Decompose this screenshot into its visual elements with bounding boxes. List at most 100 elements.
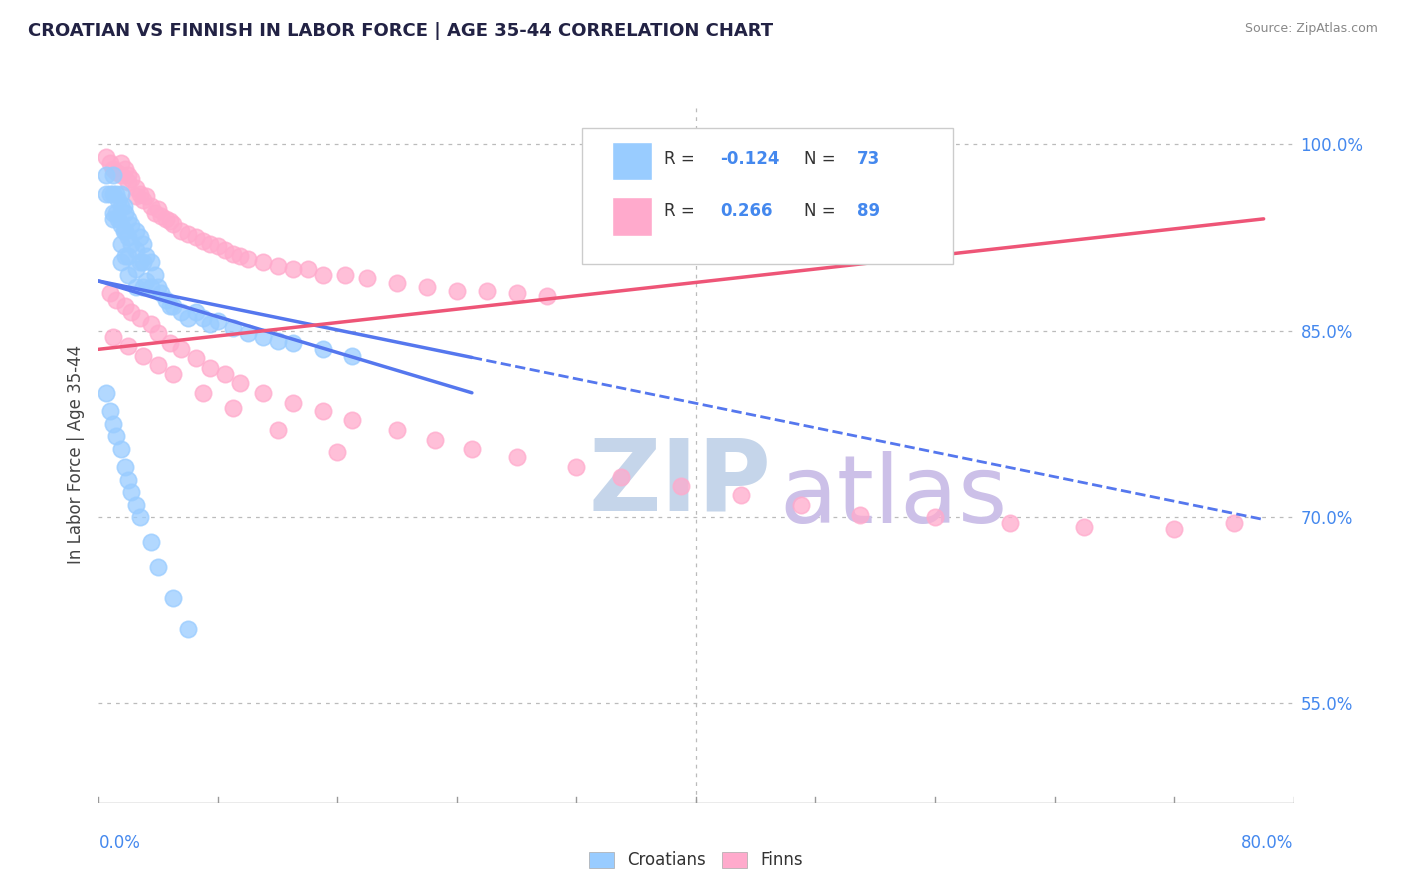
Point	[103, 330, 125, 344]
Point	[191, 385, 214, 400]
Point	[150, 286, 173, 301]
Point	[114, 299, 136, 313]
Text: 0.0%: 0.0%	[98, 834, 141, 852]
Point	[105, 293, 128, 307]
Point	[207, 239, 229, 253]
Text: N =: N =	[804, 202, 835, 220]
Point	[94, 150, 117, 164]
Point	[125, 189, 148, 203]
Point	[669, 479, 692, 493]
Y-axis label: In Labor Force | Age 35-44: In Labor Force | Age 35-44	[66, 345, 84, 565]
Point	[169, 343, 191, 357]
Point	[148, 326, 170, 341]
Text: N =: N =	[804, 150, 835, 169]
Point	[117, 473, 139, 487]
Point	[267, 423, 290, 437]
Point	[356, 271, 378, 285]
Point	[143, 205, 166, 219]
Text: R =: R =	[664, 202, 695, 220]
Point	[565, 460, 588, 475]
Point	[120, 236, 142, 251]
Text: 0.266: 0.266	[720, 202, 772, 220]
Point	[94, 169, 117, 183]
Point	[139, 318, 162, 332]
Point	[105, 205, 128, 219]
Point	[849, 508, 872, 522]
Point	[114, 460, 136, 475]
Point	[114, 162, 136, 177]
Point	[342, 413, 364, 427]
Point	[207, 314, 229, 328]
Point	[100, 156, 122, 170]
Point	[105, 187, 128, 202]
Point	[162, 367, 184, 381]
Point	[184, 230, 207, 244]
Point	[155, 293, 177, 307]
Point	[120, 305, 142, 319]
FancyBboxPatch shape	[613, 142, 652, 180]
FancyBboxPatch shape	[582, 128, 953, 264]
Point	[132, 236, 155, 251]
Point	[475, 284, 498, 298]
Point	[94, 187, 117, 202]
Point	[139, 534, 162, 549]
Point	[125, 181, 148, 195]
Point	[129, 311, 152, 326]
Point	[110, 442, 132, 456]
Point	[311, 404, 333, 418]
Point	[117, 249, 139, 263]
Point	[132, 280, 155, 294]
Point	[191, 311, 214, 326]
Point	[177, 622, 200, 636]
Point	[252, 385, 274, 400]
Text: CROATIAN VS FINNISH IN LABOR FORCE | AGE 35-44 CORRELATION CHART: CROATIAN VS FINNISH IN LABOR FORCE | AGE…	[28, 22, 773, 40]
Point	[120, 218, 142, 232]
Point	[110, 187, 132, 202]
Point	[112, 224, 135, 238]
Point	[200, 361, 222, 376]
Point	[998, 516, 1021, 531]
Text: ZIP: ZIP	[588, 434, 772, 532]
Point	[610, 470, 633, 484]
Point	[107, 211, 129, 226]
Point	[385, 277, 409, 291]
Text: R =: R =	[664, 150, 695, 169]
Point	[159, 336, 181, 351]
Point	[105, 429, 128, 443]
Point	[120, 485, 142, 500]
Point	[114, 224, 136, 238]
Point	[125, 224, 148, 238]
Point	[326, 445, 349, 459]
Point	[125, 261, 148, 276]
Point	[214, 367, 236, 381]
Point	[506, 286, 529, 301]
Point	[100, 404, 122, 418]
Point	[148, 559, 170, 574]
Point	[117, 169, 139, 183]
Text: -0.124: -0.124	[720, 150, 779, 169]
Point	[139, 199, 162, 213]
Point	[148, 280, 170, 294]
Point	[162, 217, 184, 231]
Point	[169, 305, 191, 319]
Point	[184, 351, 207, 365]
Text: Source: ZipAtlas.com: Source: ZipAtlas.com	[1244, 22, 1378, 36]
Text: 80.0%: 80.0%	[1241, 834, 1294, 852]
Point	[117, 268, 139, 282]
Point	[342, 349, 364, 363]
Point	[252, 330, 274, 344]
Point	[110, 236, 132, 251]
Point	[117, 211, 139, 226]
Point	[100, 187, 122, 202]
Point	[789, 498, 811, 512]
Point	[214, 243, 236, 257]
Point	[229, 249, 252, 263]
Point	[267, 259, 290, 273]
Point	[184, 305, 207, 319]
Point	[162, 299, 184, 313]
Point	[385, 423, 409, 437]
Point	[200, 318, 222, 332]
Point	[114, 249, 136, 263]
Point	[730, 488, 752, 502]
Point	[281, 261, 304, 276]
